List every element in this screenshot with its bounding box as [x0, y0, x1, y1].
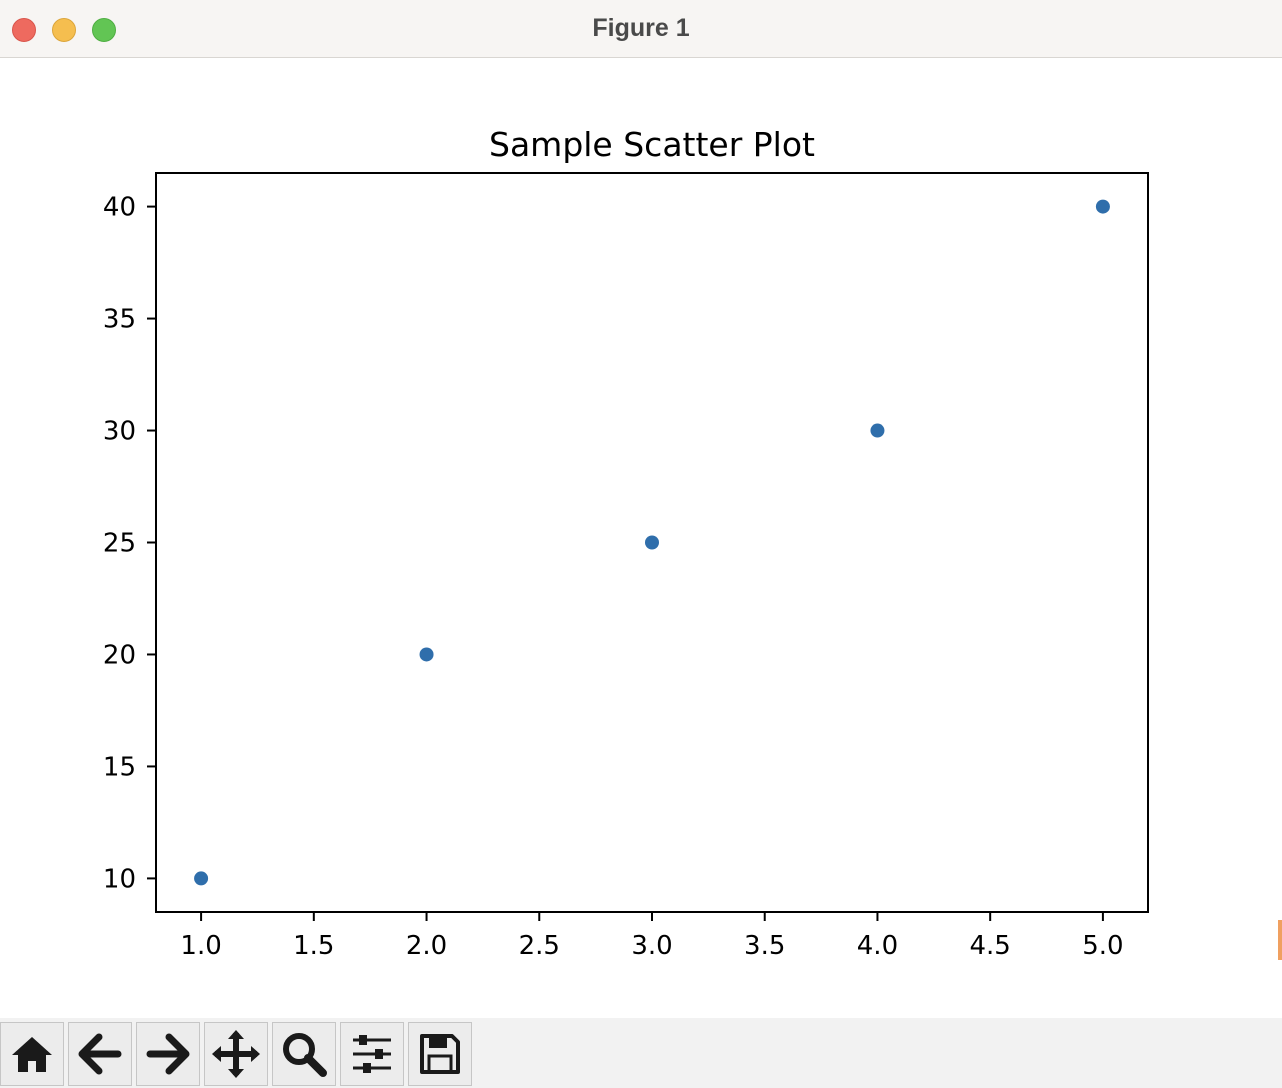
axis-ticks: 1.0 1.5 2.0 2.5 3.0 3.5 4.0 4.5 5.0 10 15 20 25 30 35 4…: [103, 193, 1124, 961]
back-button[interactable]: [68, 1022, 132, 1086]
navigation-toolbar: [0, 1018, 1282, 1088]
arrow-left-icon: [78, 1033, 122, 1075]
title-bar[interactable]: Figure 1: [0, 0, 1282, 58]
x-tick-label: 2.0: [406, 931, 447, 961]
y-tick-label: 30: [103, 417, 136, 447]
scatter-chart[interactable]: Sample Scatter Plot 1.0 1.5 2.0 2.5 3.0 3.5 4.…: [0, 59, 1282, 1018]
scatter-point: [645, 535, 659, 550]
x-tick-label: 4.5: [970, 931, 1011, 961]
magnifier-icon: [283, 1033, 327, 1077]
y-tick-label: 40: [103, 193, 136, 223]
zoom-window-button[interactable]: [92, 18, 116, 42]
figure-canvas[interactable]: Sample Scatter Plot 1.0 1.5 2.0 2.5 3.0 3.5 4.…: [0, 59, 1282, 1018]
chart-title: Sample Scatter Plot: [489, 125, 815, 164]
save-button[interactable]: [408, 1022, 472, 1086]
configure-subplots-button[interactable]: [340, 1022, 404, 1086]
window-edge-accent: [1278, 920, 1282, 960]
x-tick-label: 5.0: [1082, 931, 1123, 961]
x-tick-label: 1.0: [180, 931, 221, 961]
arrow-right-icon: [146, 1033, 190, 1075]
forward-button[interactable]: [136, 1022, 200, 1086]
sliders-icon: [353, 1035, 391, 1073]
close-window-button[interactable]: [12, 18, 36, 42]
home-button[interactable]: [0, 1022, 64, 1086]
window-title: Figure 1: [592, 14, 690, 42]
floppy-disk-icon: [420, 1034, 460, 1074]
scatter-point: [194, 871, 209, 886]
x-tick-label: 1.5: [293, 931, 334, 961]
data-points: [194, 199, 1110, 886]
y-tick-label: 25: [103, 529, 136, 559]
axes-frame: [155, 172, 1149, 913]
zoom-button[interactable]: [272, 1022, 336, 1086]
move-icon: [212, 1030, 260, 1078]
scatter-point: [870, 423, 885, 438]
minimize-window-button[interactable]: [52, 18, 76, 42]
x-tick-label: 3.5: [744, 931, 785, 961]
y-tick-label: 10: [103, 864, 136, 894]
x-tick-label: 3.0: [631, 931, 672, 961]
scatter-point: [1095, 199, 1110, 214]
y-tick-label: 20: [103, 640, 136, 670]
pan-button[interactable]: [204, 1022, 268, 1086]
y-tick-label: 15: [103, 752, 136, 782]
x-tick-label: 4.0: [857, 931, 898, 961]
x-tick-label: 2.5: [519, 931, 560, 961]
scatter-point: [419, 647, 434, 662]
y-tick-label: 35: [103, 305, 136, 335]
home-icon: [12, 1037, 52, 1072]
